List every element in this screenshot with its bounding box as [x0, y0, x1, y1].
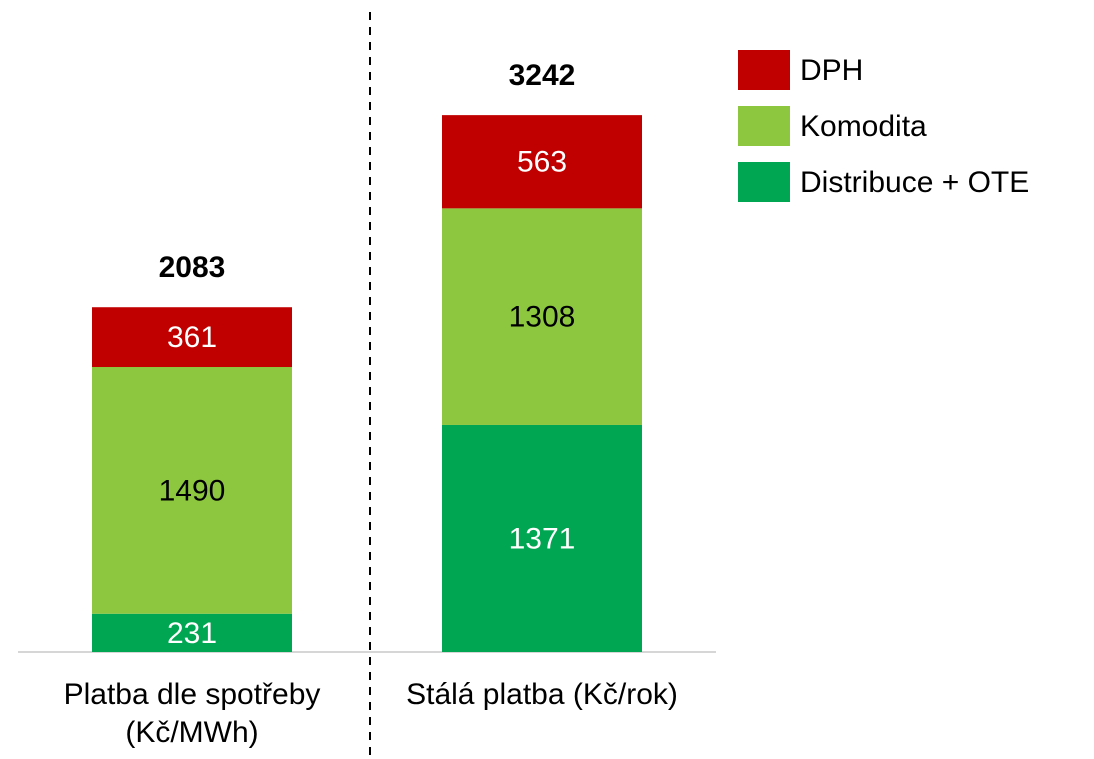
value-label: 1308 — [509, 301, 576, 334]
value-label: 231 — [167, 617, 217, 650]
bar-segment — [442, 115, 642, 209]
x-tick-label: Stálá platba (Kč/rok) — [406, 678, 678, 711]
value-label: 563 — [517, 146, 567, 179]
legend-swatch — [738, 162, 790, 202]
legend-swatch — [738, 106, 790, 146]
x-tick-label: Platba dle spotřeby (Kč/MWh) — [63, 678, 321, 749]
total-label: 2083 — [159, 251, 226, 284]
bar-segment — [92, 613, 292, 652]
bar-segment — [442, 424, 642, 652]
value-label: 361 — [167, 321, 217, 354]
bar-segment — [92, 307, 292, 368]
bar-segment — [442, 208, 642, 425]
bar-segment — [92, 367, 292, 614]
legend-swatch — [738, 50, 790, 90]
value-label: 1371 — [509, 522, 576, 555]
total-label: 3242 — [509, 59, 576, 92]
value-label: 1490 — [159, 474, 226, 507]
legend-label: DPH — [800, 54, 863, 87]
legend-label: Distribuce + OTE — [800, 166, 1029, 199]
legend-label: Komodita — [800, 110, 927, 143]
